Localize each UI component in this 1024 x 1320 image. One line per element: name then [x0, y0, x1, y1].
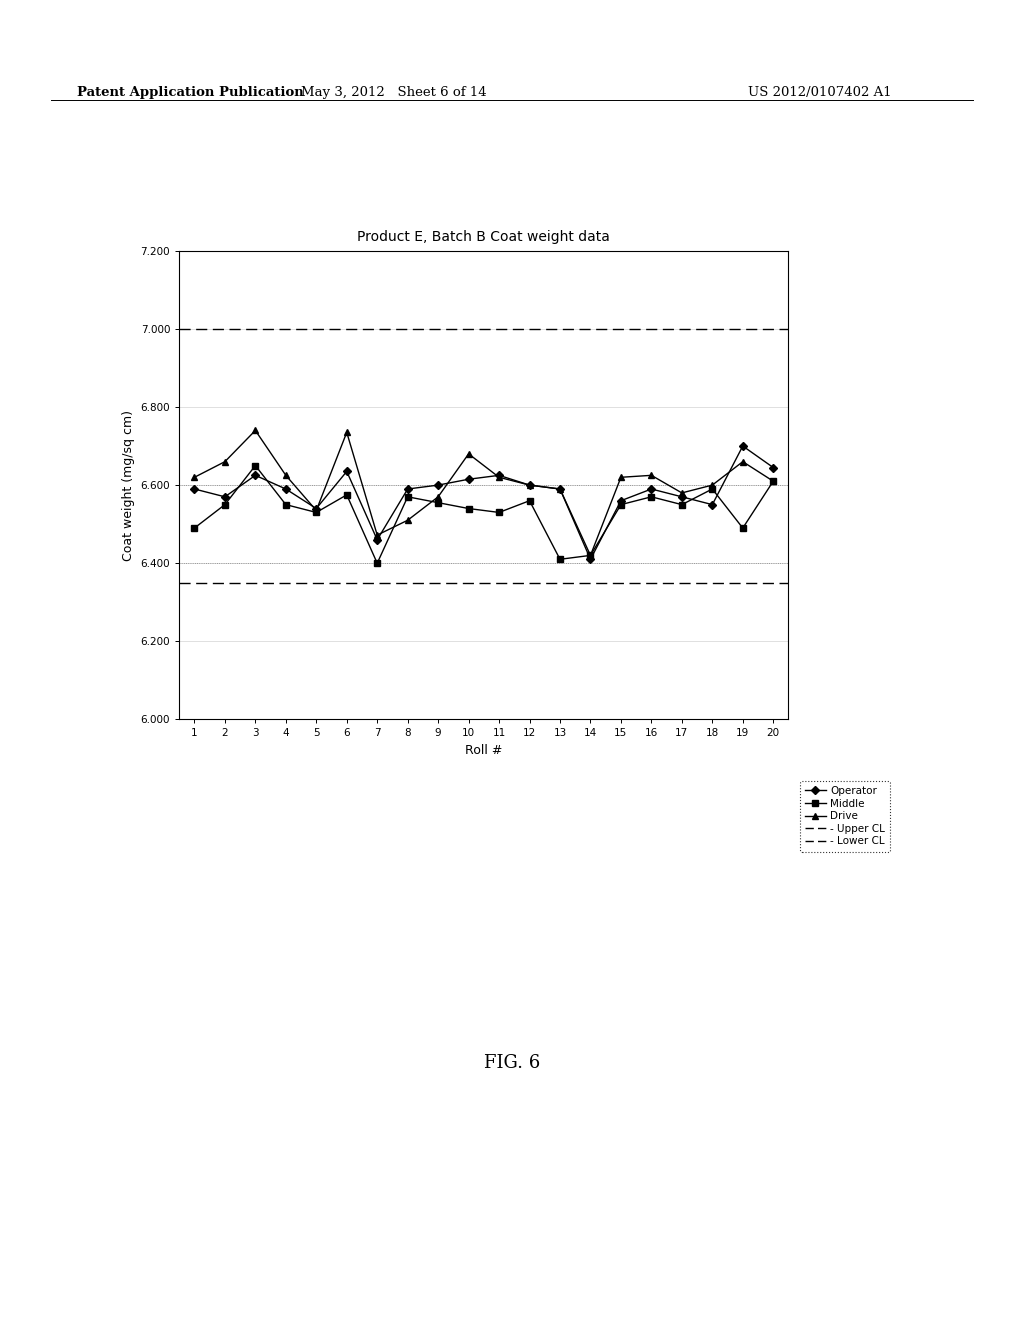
Operator: [707, 496, 719, 512]
Middle: [645, 488, 657, 504]
Drive: [188, 470, 201, 486]
Operator: [249, 467, 261, 483]
Drive: [493, 470, 505, 486]
Middle: [463, 500, 475, 516]
Title: Product E, Batch B Coat weight data: Product E, Batch B Coat weight data: [357, 230, 610, 244]
Drive: [676, 484, 688, 500]
Middle: [707, 480, 719, 496]
Drive: [341, 425, 353, 441]
Drive: [401, 512, 414, 528]
Line: Middle: Middle: [191, 463, 776, 566]
Operator: [463, 471, 475, 487]
Operator: [219, 488, 231, 504]
Middle: [401, 488, 414, 504]
Operator: [523, 478, 536, 494]
Middle: [676, 496, 688, 512]
Y-axis label: Coat weight (mg/sq cm): Coat weight (mg/sq cm): [122, 409, 135, 561]
Operator: [736, 438, 749, 454]
X-axis label: Roll #: Roll #: [465, 744, 503, 756]
Drive: [249, 422, 261, 438]
Drive: [219, 454, 231, 470]
Operator: [280, 480, 292, 496]
Legend: Operator, Middle, Drive, - Upper CL, - Lower CL: Operator, Middle, Drive, - Upper CL, - L…: [800, 781, 890, 851]
Operator: [310, 500, 323, 516]
Drive: [585, 548, 597, 564]
Operator: [341, 463, 353, 479]
Operator: [767, 459, 779, 475]
Drive: [707, 478, 719, 494]
Operator: [645, 480, 657, 496]
Middle: [188, 520, 201, 536]
Middle: [523, 492, 536, 508]
Middle: [310, 504, 323, 520]
Operator: [585, 552, 597, 568]
Line: Drive: Drive: [190, 426, 777, 558]
Drive: [280, 467, 292, 483]
Drive: [614, 470, 627, 486]
Middle: [493, 504, 505, 520]
Drive: [554, 480, 566, 496]
Middle: [280, 496, 292, 512]
Operator: [554, 480, 566, 496]
Operator: [493, 467, 505, 483]
Middle: [432, 495, 444, 511]
Operator: [401, 480, 414, 496]
Middle: [371, 556, 383, 572]
Middle: [219, 496, 231, 512]
Middle: [249, 458, 261, 474]
Drive: [463, 446, 475, 462]
Operator: [614, 492, 627, 508]
Drive: [645, 467, 657, 483]
Drive: [432, 488, 444, 504]
Text: May 3, 2012   Sheet 6 of 14: May 3, 2012 Sheet 6 of 14: [301, 86, 487, 99]
Operator: [371, 532, 383, 548]
Drive: [310, 503, 323, 519]
Line: Operator: Operator: [191, 444, 776, 562]
Drive: [523, 478, 536, 494]
Middle: [554, 552, 566, 568]
Text: FIG. 6: FIG. 6: [484, 1053, 540, 1072]
Middle: [614, 496, 627, 512]
Middle: [585, 548, 597, 564]
Middle: [736, 520, 749, 536]
Operator: [676, 488, 688, 504]
Drive: [736, 454, 749, 470]
Operator: [188, 480, 201, 496]
Text: Patent Application Publication: Patent Application Publication: [77, 86, 303, 99]
Drive: [767, 474, 779, 490]
Operator: [432, 478, 444, 494]
Drive: [371, 527, 383, 543]
Middle: [767, 474, 779, 490]
Middle: [341, 487, 353, 503]
Text: US 2012/0107402 A1: US 2012/0107402 A1: [748, 86, 891, 99]
